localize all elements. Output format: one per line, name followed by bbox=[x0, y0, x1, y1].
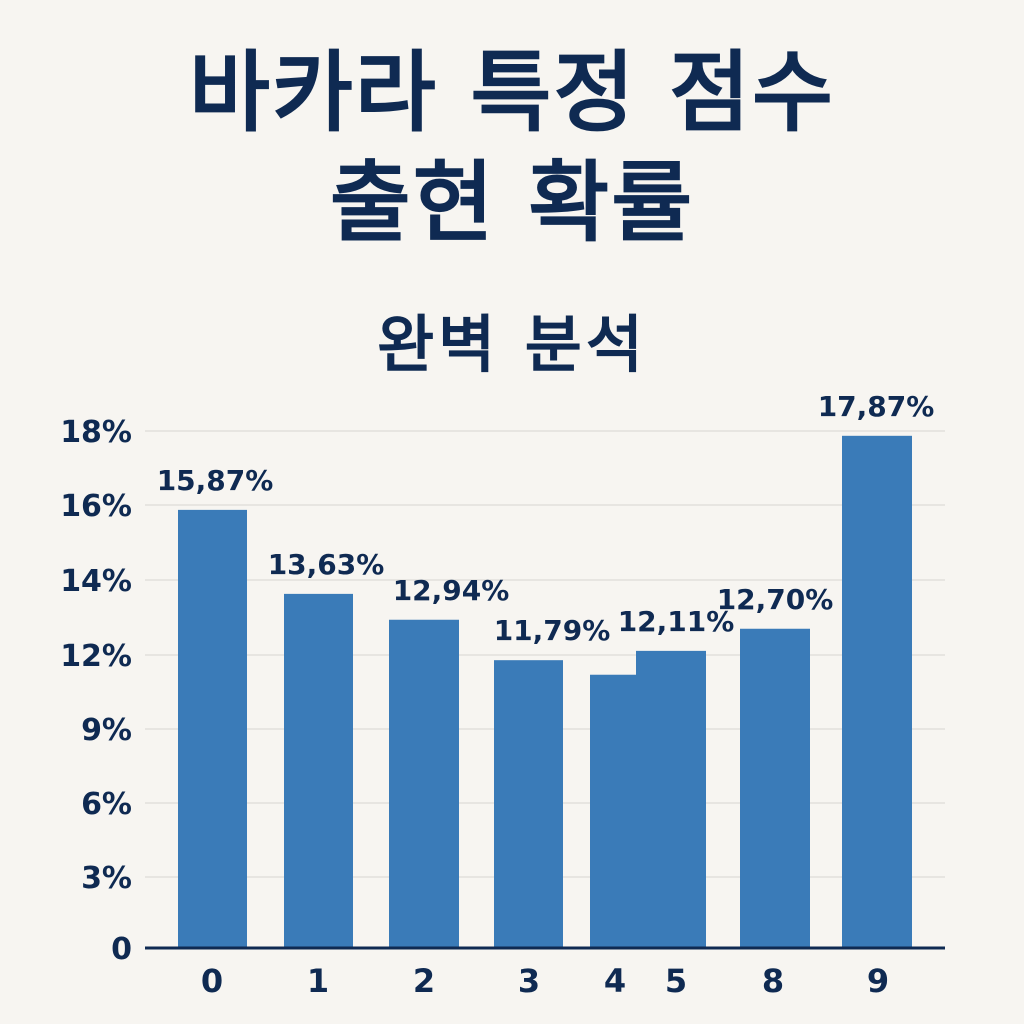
data-label: 15,87% bbox=[157, 464, 274, 497]
y-tick-label: 0 bbox=[111, 932, 132, 967]
x-axis-tick-labels: 0 1 2 3 4 5 8 9 bbox=[201, 962, 889, 1000]
bar-4 bbox=[590, 674, 636, 948]
data-label: 12,70% bbox=[717, 583, 834, 616]
x-tick-label: 8 bbox=[762, 962, 784, 1000]
bar-9 bbox=[842, 435, 912, 948]
bars bbox=[178, 435, 912, 948]
x-tick-label: 2 bbox=[413, 962, 435, 1000]
data-label: 12,11% bbox=[618, 605, 735, 638]
data-label: 12,94% bbox=[393, 574, 510, 607]
y-tick-label: 16% bbox=[60, 489, 132, 524]
y-tick-label: 18% bbox=[60, 415, 132, 450]
x-tick-label: 3 bbox=[518, 962, 540, 1000]
grid-lines bbox=[145, 430, 945, 878]
data-label: 17,87% bbox=[818, 390, 935, 423]
y-tick-label: 6% bbox=[81, 787, 132, 822]
data-label: 11,79% bbox=[494, 614, 611, 647]
bar-8 bbox=[740, 628, 810, 948]
bar-3 bbox=[494, 660, 563, 948]
x-tick-label: 9 bbox=[867, 962, 889, 1000]
y-tick-label: 12% bbox=[60, 639, 132, 674]
title-block: 바카라 특정 점수 출현 확률 bbox=[0, 38, 1024, 258]
y-tick-label: 9% bbox=[81, 713, 132, 748]
y-axis-tick-labels: 0 3% 6% 9% 12% 14% 16% 18% bbox=[60, 415, 132, 967]
x-tick-label: 5 bbox=[665, 962, 687, 1000]
bar-1 bbox=[284, 593, 353, 948]
y-tick-label: 14% bbox=[60, 564, 132, 599]
x-tick-label: 0 bbox=[201, 962, 223, 1000]
x-tick-label: 1 bbox=[307, 962, 329, 1000]
page-title-line-2: 출현 확률 bbox=[329, 151, 695, 254]
bar-5 bbox=[636, 650, 706, 948]
data-label: 13,63% bbox=[268, 548, 385, 581]
x-tick-label: 4 bbox=[604, 962, 626, 1000]
page-subtitle: 완벽 분석 bbox=[377, 308, 647, 381]
bar-0 bbox=[178, 509, 247, 948]
data-labels: 15,87% 13,63%12,94% 11,79% 12,11%12,70% 17,8… bbox=[157, 390, 935, 647]
y-tick-label: 3% bbox=[81, 861, 132, 896]
bar-2 bbox=[389, 619, 459, 948]
page-title-line-1: 바카라 특정 점수 bbox=[189, 41, 835, 144]
